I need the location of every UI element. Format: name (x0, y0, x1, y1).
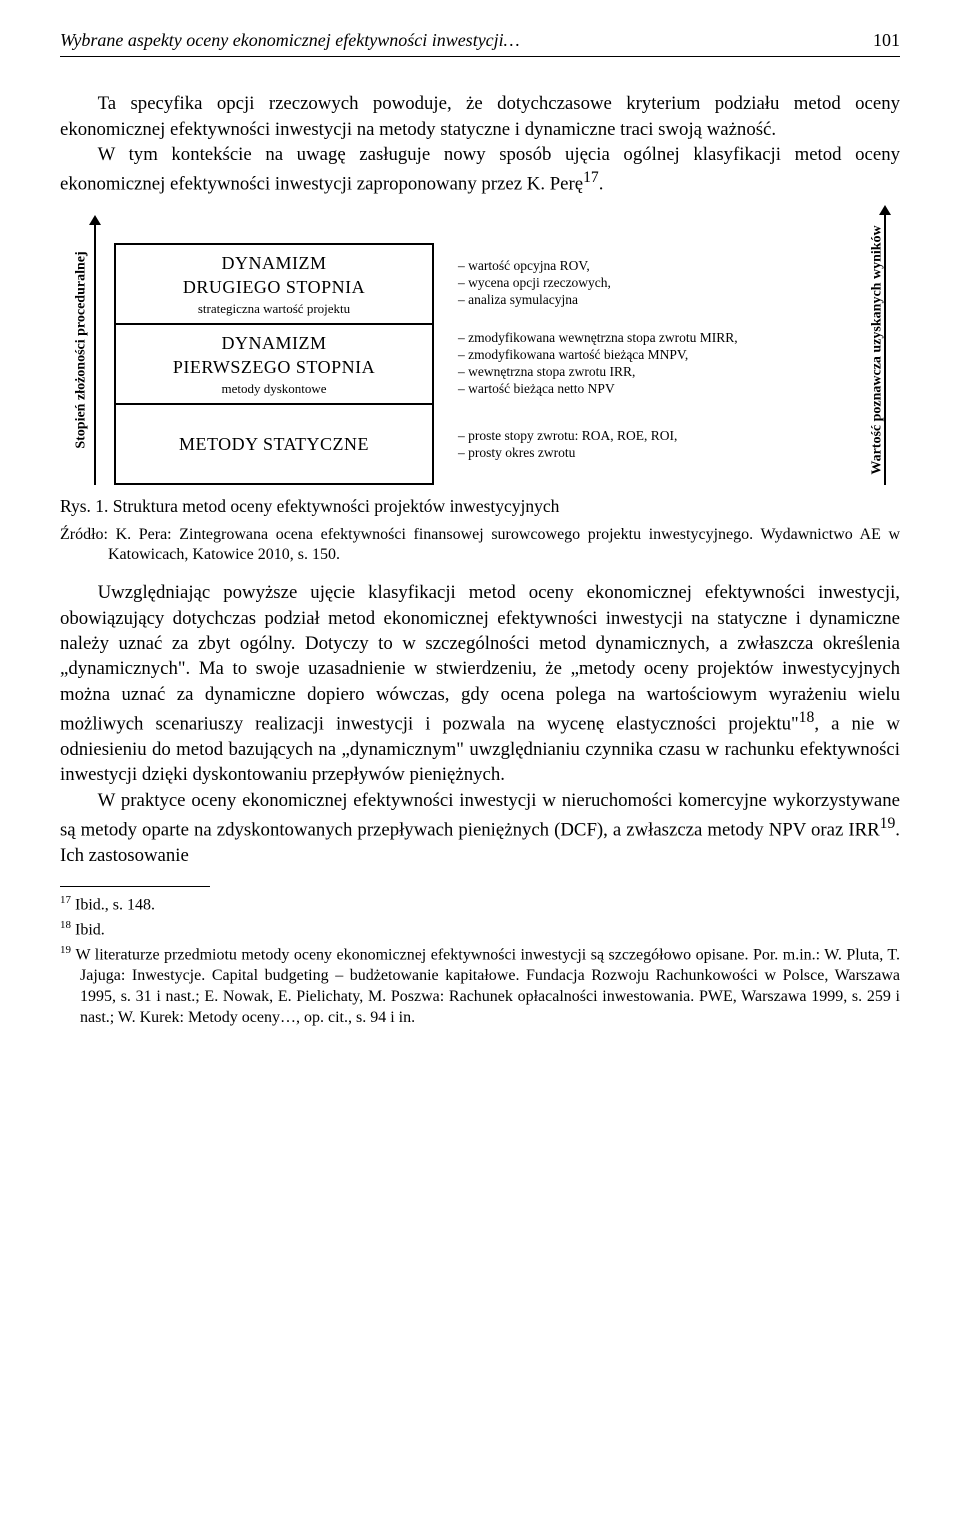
desc-line: – proste stopy zwrotu: ROA, ROE, ROI, (458, 428, 864, 445)
paragraph-1: Ta specyfika opcji rzeczowych powoduje, … (60, 91, 900, 142)
footnote-rule (60, 886, 210, 887)
fn-num: 19 (60, 944, 71, 956)
box-title: DYNAMIZM DRUGIEGO STOPNIA (122, 251, 426, 300)
right-axis-label: Wartość poznawcza uzyskanych wyników (869, 200, 888, 500)
fn-num: 17 (60, 894, 71, 906)
fn-text: Ibid. (75, 921, 105, 938)
figure-1: Stopień złożoności proceduralnej DYNAMIZ… (60, 215, 900, 485)
running-head: Wybrane aspekty oceny ekonomicznej efekt… (60, 28, 900, 57)
fn-ref-19: 19 (880, 815, 896, 832)
desc-line: – zmodyfikowana wewnętrzna stopa zwrotu … (458, 330, 864, 347)
desc-line: – wewnętrzna stopa zwrotu IRR, (458, 364, 864, 381)
desc-line: – wartość bieżąca netto NPV (458, 381, 864, 398)
fn-num: 18 (60, 919, 71, 931)
left-arrow-icon (94, 225, 96, 485)
desc-statyczne: – proste stopy zwrotu: ROA, ROE, ROI, – … (454, 404, 864, 485)
desc-line: – zmodyfikowana wartość bieżąca MNPV, (458, 347, 864, 364)
fn-text: Ibid., s. 148. (75, 896, 155, 913)
footnote-17: 17 Ibid., s. 148. (60, 893, 900, 916)
paragraph-4: W praktyce oceny ekonomicznej efektywnoś… (60, 788, 900, 868)
box-dynamizm-1: DYNAMIZM PIERWSZEGO STOPNIA metody dysko… (116, 325, 432, 405)
paragraph-2b: . (599, 174, 604, 195)
desc-line: – prosty okres zwrotu (458, 445, 864, 462)
paragraph-2a: W tym kontekście na uwagę zasługuje nowy… (60, 144, 900, 195)
page-number: 101 (873, 28, 900, 52)
desc-line: – wartość opcyjna ROV, (458, 258, 864, 275)
paragraph-4a: W praktyce oceny ekonomicznej efektywnoś… (60, 790, 900, 841)
source-text: Źródło: K. Pera: Zintegrowana ocena efek… (60, 525, 900, 567)
method-boxes: DYNAMIZM DRUGIEGO STOPNIA strategiczna w… (114, 243, 434, 485)
figure-source: Źródło: K. Pera: Zintegrowana ocena efek… (60, 525, 900, 567)
box-statyczne: METODY STATYCZNE (116, 405, 432, 483)
desc-dynamizm-2: – wartość opcyjna ROV, – wycena opcji rz… (454, 243, 864, 324)
paragraph-3: Uwzględniając powyższe ujęcie klasyfikac… (60, 580, 900, 787)
fn-text: W literaturze przedmiotu metody oceny ek… (75, 947, 900, 1026)
figure-caption: Rys. 1. Struktura metod oceny efektywnoś… (60, 495, 900, 519)
footnote-19: 19 W literaturze przedmiotu metody oceny… (60, 943, 900, 1029)
left-axis-label: Stopień złożoności proceduralnej (73, 220, 92, 480)
fn-ref-17: 17 (583, 169, 599, 186)
footnote-18: 18 Ibid. (60, 918, 900, 941)
method-descriptions: – wartość opcyjna ROV, – wycena opcji rz… (454, 243, 864, 485)
desc-line: – analiza symulacyjna (458, 292, 864, 309)
box-subtitle: strategiczna wartość projektu (122, 300, 426, 318)
box-subtitle: metody dyskontowe (122, 380, 426, 398)
desc-line: – wycena opcji rzeczowych, (458, 275, 864, 292)
fn-ref-18: 18 (799, 709, 815, 726)
box-dynamizm-2: DYNAMIZM DRUGIEGO STOPNIA strategiczna w… (116, 245, 432, 325)
desc-dynamizm-1: – zmodyfikowana wewnętrzna stopa zwrotu … (454, 324, 864, 405)
paragraph-2: W tym kontekście na uwagę zasługuje nowy… (60, 142, 900, 197)
box-title: METODY STATYCZNE (122, 432, 426, 456)
running-title: Wybrane aspekty oceny ekonomicznej efekt… (60, 28, 520, 52)
box-title: DYNAMIZM PIERWSZEGO STOPNIA (122, 331, 426, 380)
paragraph-3a: Uwzględniając powyższe ujęcie klasyfikac… (60, 582, 900, 734)
